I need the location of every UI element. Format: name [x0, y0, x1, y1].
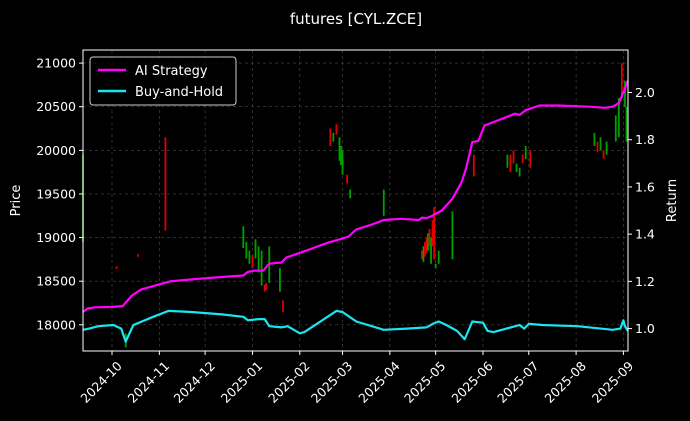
y-left-tick-label: 19000 [36, 230, 76, 245]
price-candle [263, 284, 266, 292]
plot-frame [82, 49, 629, 352]
price-candle [335, 124, 338, 135]
price-candle [624, 80, 626, 107]
price-candle [329, 128, 332, 146]
price-candle [602, 150, 605, 160]
y-left-tick-label: 18500 [36, 274, 76, 289]
price-candle [242, 226, 245, 249]
price-candle [338, 137, 341, 161]
series-line-buy-and-hold [82, 309, 629, 343]
y-axis-right-label: Return [665, 179, 680, 222]
price-candle [593, 132, 596, 146]
price-candle [164, 137, 167, 231]
price-candle [254, 239, 257, 259]
price-candle [245, 241, 248, 259]
price-candle [605, 141, 608, 155]
price-candle [433, 207, 436, 260]
legend-box [89, 56, 237, 106]
y-left-tick-label: 20000 [36, 143, 76, 158]
price-candle [422, 246, 425, 263]
price-candle [346, 174, 349, 184]
price-candle [596, 141, 599, 153]
y-right-tick-label: 1.8 [635, 132, 655, 147]
legend-label-buy-and-hold: Buy-and-Hold [135, 85, 223, 100]
price-candle [509, 154, 512, 173]
y-right-tick-label: 1.2 [635, 274, 655, 289]
y-left-tick-label: 20500 [36, 99, 76, 114]
price-candle [137, 254, 139, 257]
price-candle [265, 282, 268, 290]
price-candle [472, 154, 475, 177]
price-candle [625, 106, 628, 142]
series-line-ai-strategy [82, 80, 630, 313]
price-candle [279, 268, 281, 292]
price-candle [424, 241, 426, 257]
price-candle [428, 228, 431, 247]
price-candle [260, 250, 263, 286]
price-candle [341, 150, 344, 175]
price-candle [515, 163, 518, 173]
price-candle [437, 250, 440, 264]
price-candle [425, 237, 428, 254]
y-left-tick-label: 19500 [36, 186, 76, 201]
series-layer [82, 80, 630, 343]
price-candle [251, 255, 254, 269]
price-candle [599, 137, 602, 151]
y-left-tick-label: 18000 [36, 317, 76, 332]
price-candle [282, 300, 284, 312]
price-candle [614, 115, 617, 142]
candle-layer [82, 63, 628, 348]
y-left-tick-label: 21000 [36, 56, 76, 71]
price-candle [340, 145, 342, 166]
legend-label-ai-strategy: AI Strategy [135, 64, 208, 79]
price-candle [521, 154, 524, 164]
y-right-tick-label: 1.0 [635, 321, 655, 336]
price-candle [431, 220, 434, 247]
price-candle [617, 97, 620, 138]
legend: AI Strategy Buy-and-Hold [89, 56, 237, 106]
price-candle [529, 150, 532, 168]
price-candle [332, 132, 335, 142]
price-candle [427, 233, 429, 251]
y-right-tick-label: 1.6 [635, 179, 655, 194]
price-candle [349, 189, 352, 199]
price-candle [512, 150, 515, 164]
chart-title: futures [CYL.ZCE] [290, 10, 422, 28]
price-candle [382, 189, 385, 216]
price-candle [115, 266, 118, 269]
price-candle [434, 263, 437, 269]
y-right-tick-label: 1.4 [635, 227, 655, 242]
price-candle [506, 154, 509, 168]
y-axis-left-label: Price [9, 185, 24, 217]
price-candle [430, 237, 432, 264]
price-candle [524, 145, 527, 160]
price-candle [518, 167, 521, 177]
price-candle [451, 211, 454, 260]
price-candle [248, 250, 251, 264]
price-candle [421, 250, 423, 260]
price-candle [620, 63, 623, 98]
price-candle [257, 246, 260, 273]
y-right-tick-label: 2.0 [635, 85, 655, 100]
